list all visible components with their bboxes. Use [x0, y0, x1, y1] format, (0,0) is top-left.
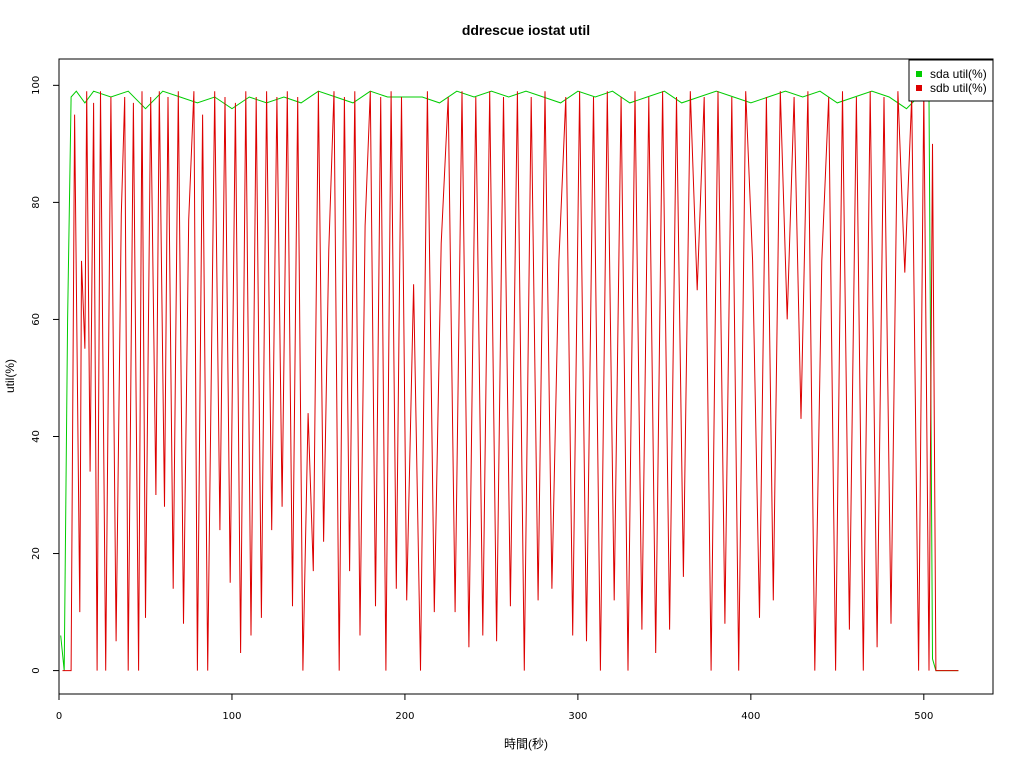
y-tick-label: 40 — [31, 430, 42, 443]
x-tick-label: 400 — [741, 711, 760, 722]
series-line-sda — [60, 90, 959, 672]
y-tick-label: 100 — [31, 76, 42, 95]
y-tick-label: 20 — [31, 547, 42, 560]
chart-title: ddrescue iostat util — [462, 22, 590, 38]
x-axis-label: 時間(秒) — [504, 737, 548, 751]
y-axis: 0 20 40 60 80 100 — [31, 76, 60, 674]
x-tick-label: 0 — [56, 711, 62, 722]
x-tick-label: 300 — [568, 711, 587, 722]
y-tick-label: 60 — [31, 313, 42, 326]
legend-swatch — [916, 85, 922, 91]
x-tick-label: 100 — [222, 711, 241, 722]
series-layer — [60, 90, 959, 672]
legend: sda util(%)sdb util(%) — [908, 59, 994, 102]
legend-swatch — [916, 71, 922, 77]
legend-entry: sda util(%) — [930, 67, 987, 81]
y-tick-label: 80 — [31, 196, 42, 209]
legend-entry: sdb util(%) — [930, 81, 987, 95]
series-line-sdb — [62, 91, 959, 672]
x-tick-label: 200 — [395, 711, 414, 722]
x-tick-label: 500 — [914, 711, 933, 722]
y-tick-label: 0 — [31, 667, 42, 673]
x-axis: 0 100 200 300 400 500 — [56, 693, 933, 722]
y-axis-label: util(%) — [3, 359, 17, 393]
legend-box — [908, 59, 994, 102]
